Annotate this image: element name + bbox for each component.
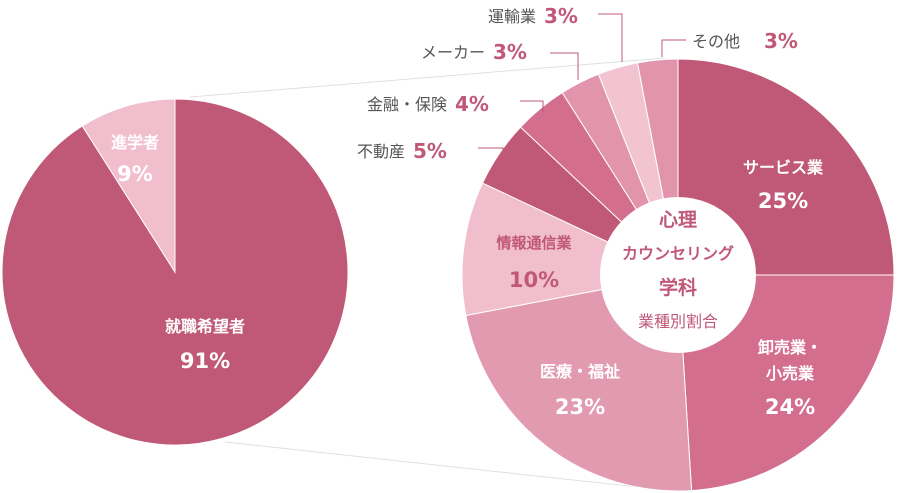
center-title-line3: 学科 [659,276,697,299]
pct-service: 25% [758,189,808,213]
leader-fudosan [478,147,504,158]
label-service: サービス業 [743,158,824,177]
center-title-line1: 心理 [659,209,697,231]
pct-fudosan: 5% [413,139,447,163]
label-kinyu: 金融・保険 [367,95,447,114]
pct-medical: 23% [555,395,605,419]
label-medical: 医療・福祉 [540,362,620,381]
leader-maker [550,52,579,80]
left-pie-slice-1 [81,98,176,274]
left-pct-shushoku: 91% [180,349,230,373]
label-maker: メーカー [421,43,485,62]
left-label-shingaku: 進学者 [111,133,159,152]
pct-sonota: 3% [764,29,798,53]
label-retail-1: 卸売業・ [758,338,822,357]
leader-sonota [661,39,686,57]
pct-kinyu: 4% [455,92,489,116]
pct-maker: 3% [493,40,527,64]
label-unyu: 運輸業 [488,7,536,26]
center-subtitle: 業種別割合 [638,312,718,331]
pct-ict: 10% [509,268,559,292]
left-pie [1,98,349,446]
center-circle [600,197,756,353]
connector-bottom [224,441,666,491]
pct-retail: 24% [765,395,815,419]
leader-kinyu [520,100,544,112]
left-label-shushoku: 就職希望者 [165,317,245,336]
label-retail-2: 小売業 [766,364,815,383]
center-title-line2: カウンセリング [622,244,734,263]
leader-unyu [598,13,623,62]
pct-unyu: 3% [544,4,578,28]
label-fudosan: 不動産 [357,142,405,161]
left-pct-shingaku: 9% [117,162,153,186]
connector-top [189,57,666,98]
label-ict: 情報通信業 [496,234,572,252]
label-sonota: その他 [692,32,740,51]
